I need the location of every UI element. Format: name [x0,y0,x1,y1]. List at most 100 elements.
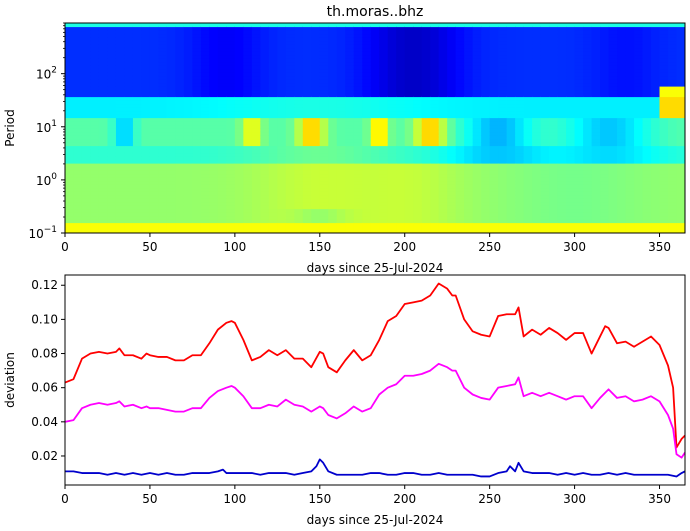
heatmap-cell-1483 [268,79,278,84]
heatmap-cell-478 [124,26,134,31]
heatmap-cell-1305 [243,72,253,77]
heatmap-cell-926 [192,138,202,143]
heatmap-cell-1663 [294,79,304,84]
heatmap-cell-391 [115,121,126,126]
heatmap-cell-4287 [668,135,678,140]
heatmap-cell-1249 [234,58,244,63]
heatmap-cell-3888 [608,61,618,66]
heatmap-cell-120 [81,229,92,233]
line-y-tick-label: 0.06 [31,381,58,395]
heatmap-cell-2481 [413,156,423,161]
heatmap-cell-4027 [634,205,644,210]
heatmap-cell-3059 [489,23,499,28]
heatmap-cell-1767 [311,135,321,140]
heatmap-cell-2907 [472,135,482,140]
heatmap-cell-1113 [217,114,227,119]
heatmap-cell-2398 [396,26,406,31]
heatmap-cell-3567 [566,135,576,140]
heatmap-cell-3395 [540,107,550,112]
heatmap-cell-3690 [583,124,593,129]
heatmap-cell-2620 [430,89,440,94]
heatmap-cell-3087 [498,135,508,140]
heatmap-cell-1351 [251,121,261,126]
heatmap-cell-2766 [455,208,465,213]
heatmap-cell-3827 [600,65,610,70]
heatmap-cell-3258 [523,166,533,171]
heatmap-cell-3101 [498,86,508,91]
heatmap-cell-4347 [676,135,685,140]
heatmap-cell-2472 [413,187,423,192]
heatmap-cell-1151 [226,191,236,196]
heatmap-cell-4174 [651,110,661,115]
heatmap-cell-789 [175,198,185,203]
heatmap-cell-2604 [430,145,440,150]
heatmap-cell-3382 [540,152,550,157]
heatmap-cell-3984 [625,145,635,150]
heatmap-cell-425 [124,212,134,217]
heatmap-cell-2887 [472,205,482,210]
heatmap-cell-1103 [217,149,227,154]
heatmap-cell-2239 [379,163,389,168]
heatmap-cell-1316 [243,33,253,38]
heatmap-cell-988 [200,131,210,136]
heatmap-cell-671 [158,191,168,196]
heatmap-cell-3701 [583,86,593,91]
heatmap-cell-518 [132,96,143,101]
heatmap-cell-2573 [421,44,431,49]
heatmap-cell-3618 [574,166,584,171]
heatmap-cell-238 [90,26,100,31]
heatmap-cell-121 [81,226,92,231]
heatmap-cell-2074 [353,110,363,115]
heatmap-cell-3679 [583,163,593,168]
heatmap-cell-3771 [591,51,601,56]
heatmap-cell-3287 [523,65,533,70]
heatmap-cell-3602 [574,222,584,227]
heatmap-cell-863 [183,149,193,154]
heatmap-cell-4348 [676,131,685,136]
heatmap-cell-2072 [353,117,363,122]
heatmap-cell-597 [141,30,151,35]
heatmap-cell-2579 [421,23,431,28]
heatmap-cell-760 [166,89,177,94]
heatmap-cell-2414 [404,180,414,185]
heatmap-cell-275 [98,107,109,112]
heatmap-cell-1419 [260,93,270,98]
heatmap-cell-2966 [481,138,491,143]
heatmap-cell-3331 [532,121,542,126]
heatmap-cell-2393 [396,44,406,49]
heatmap-cell-1857 [319,30,329,35]
heatmap-cell-2643 [438,219,448,224]
heatmap-cell-3716 [583,33,593,38]
heatmap-cell-738 [166,166,177,171]
heatmap-cell-2655 [438,177,448,182]
heatmap-cell-1484 [268,75,278,80]
heatmap-cell-3941 [617,86,627,91]
heatmap-cell-3607 [574,205,584,210]
heatmap-cell-551 [141,191,151,196]
heatmap-cell-1618 [285,26,295,31]
heatmap-cell-2125 [362,142,372,147]
heatmap-cell-8 [65,201,75,206]
heatmap-cell-1859 [319,23,329,28]
heatmap-cell-887 [183,65,193,70]
heatmap-cell-1960 [336,89,346,94]
heatmap-cell-2544 [421,145,431,150]
heatmap-cell-3429 [549,198,559,203]
heatmap-cell-2602 [430,152,440,157]
heatmap-cell-4188 [651,61,661,66]
heatmap-cell-2673 [438,114,448,119]
heatmap-cell-1403 [260,149,270,154]
heatmap-cell-3176 [506,33,516,38]
heatmap-cell-3278 [523,96,533,101]
heatmap-cell-151 [81,121,92,126]
heatmap-cell-919 [192,163,202,168]
heatmap-cell-3189 [515,198,525,203]
heatmap-cell-2500 [413,89,423,94]
heatmap-cell-2988 [481,61,491,66]
heatmap-cell-3730 [591,194,601,199]
heatmap-cell-180 [90,229,100,233]
heatmap-cell-3063 [498,219,508,224]
heatmap-cell-48 [65,61,75,66]
heatmap-cell-1408 [260,131,270,136]
heatmap-cell-290 [98,54,109,59]
